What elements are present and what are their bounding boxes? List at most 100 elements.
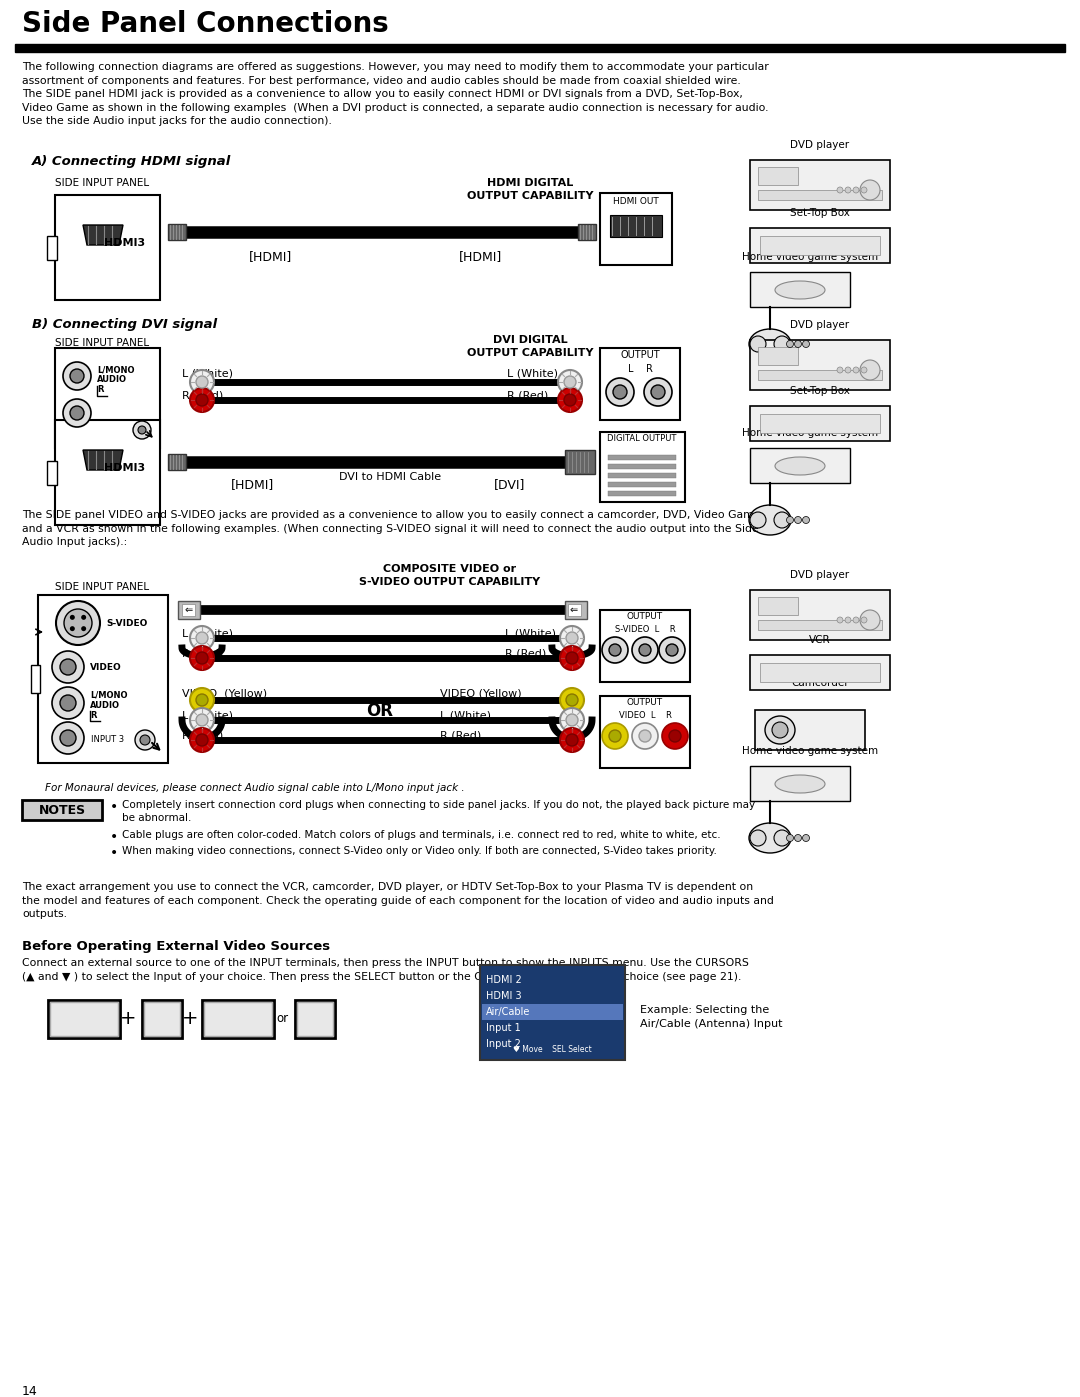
Circle shape bbox=[639, 731, 651, 742]
Text: INPUT 3: INPUT 3 bbox=[107, 426, 140, 434]
Circle shape bbox=[63, 400, 91, 427]
Circle shape bbox=[669, 731, 681, 742]
Circle shape bbox=[558, 388, 582, 412]
Bar bbox=[608, 455, 676, 460]
Text: +: + bbox=[181, 1010, 199, 1028]
Text: ▼: ▼ bbox=[158, 1021, 166, 1035]
Circle shape bbox=[786, 341, 794, 348]
Bar bbox=[758, 370, 882, 380]
Circle shape bbox=[774, 511, 789, 528]
Text: DVI to HDMI Cable: DVI to HDMI Cable bbox=[339, 472, 441, 482]
Text: HDMI 2: HDMI 2 bbox=[486, 975, 522, 985]
Text: Home video game system: Home video game system bbox=[742, 746, 878, 756]
Bar bbox=[600, 610, 690, 682]
Bar bbox=[750, 655, 890, 690]
Text: L    R: L R bbox=[627, 365, 652, 374]
Circle shape bbox=[853, 367, 859, 373]
Text: Completely insert connection cord plugs when connecting to side panel jacks. If : Completely insert connection cord plugs … bbox=[122, 800, 755, 823]
Circle shape bbox=[632, 724, 658, 749]
Text: L (White): L (White) bbox=[183, 367, 233, 379]
Text: INPUT: INPUT bbox=[64, 1013, 105, 1025]
Circle shape bbox=[81, 626, 86, 631]
Circle shape bbox=[70, 626, 75, 631]
Circle shape bbox=[606, 379, 634, 407]
Text: INPUT 3: INPUT 3 bbox=[92, 735, 124, 745]
Text: [HDMI]: [HDMI] bbox=[230, 478, 273, 490]
Circle shape bbox=[133, 420, 151, 439]
Bar bbox=[31, 665, 40, 693]
Bar bbox=[755, 710, 865, 750]
Circle shape bbox=[795, 517, 801, 524]
Bar bbox=[48, 1000, 120, 1038]
Circle shape bbox=[81, 615, 86, 620]
Text: ▶: ▶ bbox=[309, 1011, 321, 1027]
Circle shape bbox=[853, 617, 859, 623]
Bar bbox=[578, 224, 596, 240]
Text: •: • bbox=[110, 847, 118, 861]
Bar bbox=[750, 272, 850, 307]
Circle shape bbox=[60, 659, 76, 675]
Circle shape bbox=[632, 637, 658, 664]
Circle shape bbox=[138, 426, 146, 434]
Circle shape bbox=[609, 731, 621, 742]
Text: AUDIO: AUDIO bbox=[90, 700, 120, 710]
Circle shape bbox=[837, 187, 843, 193]
Circle shape bbox=[566, 631, 578, 644]
Circle shape bbox=[52, 722, 84, 754]
Circle shape bbox=[195, 376, 208, 388]
Text: ▲: ▲ bbox=[158, 1003, 166, 1017]
Text: DVD player: DVD player bbox=[791, 140, 850, 149]
Text: L (White): L (White) bbox=[183, 629, 233, 638]
Circle shape bbox=[644, 379, 672, 407]
Circle shape bbox=[861, 617, 867, 623]
Circle shape bbox=[190, 645, 214, 671]
Polygon shape bbox=[83, 450, 123, 469]
Circle shape bbox=[861, 367, 867, 373]
Circle shape bbox=[750, 830, 766, 847]
Circle shape bbox=[602, 724, 627, 749]
Circle shape bbox=[837, 617, 843, 623]
Bar bbox=[144, 1002, 180, 1037]
Bar bbox=[55, 196, 160, 300]
Bar bbox=[295, 1000, 335, 1038]
Bar bbox=[297, 1002, 333, 1037]
Circle shape bbox=[190, 626, 214, 650]
Ellipse shape bbox=[765, 717, 795, 745]
Ellipse shape bbox=[750, 823, 791, 854]
Text: ♥ Move    SEL Select: ♥ Move SEL Select bbox=[513, 1045, 592, 1053]
Bar bbox=[183, 604, 195, 616]
Text: The exact arrangement you use to connect the VCR, camcorder, DVD player, or HDTV: The exact arrangement you use to connect… bbox=[22, 882, 774, 919]
Text: VIDEO: VIDEO bbox=[90, 662, 122, 672]
Bar bbox=[750, 590, 890, 640]
Circle shape bbox=[860, 610, 880, 630]
Circle shape bbox=[558, 370, 582, 394]
Circle shape bbox=[561, 708, 584, 732]
Text: R (Red): R (Red) bbox=[440, 731, 482, 740]
Text: Camcorder: Camcorder bbox=[792, 678, 849, 687]
Circle shape bbox=[802, 834, 810, 841]
Circle shape bbox=[190, 728, 214, 752]
Text: HDMI3: HDMI3 bbox=[105, 462, 146, 474]
Ellipse shape bbox=[775, 281, 825, 299]
Text: or: or bbox=[275, 1013, 288, 1025]
Text: R (Red): R (Red) bbox=[183, 648, 224, 658]
Bar bbox=[750, 228, 890, 263]
Text: SIDE INPUT PANEL: SIDE INPUT PANEL bbox=[55, 583, 149, 592]
Text: Home video game system: Home video game system bbox=[742, 251, 878, 263]
Circle shape bbox=[566, 694, 578, 705]
Circle shape bbox=[195, 733, 208, 746]
Circle shape bbox=[195, 714, 208, 726]
Text: AUDIO: AUDIO bbox=[97, 376, 127, 384]
Bar bbox=[15, 43, 1065, 52]
Text: NOTES: NOTES bbox=[39, 803, 85, 816]
Text: S-VIDEO: S-VIDEO bbox=[106, 619, 147, 627]
Bar bbox=[758, 620, 882, 630]
Bar bbox=[760, 414, 880, 433]
Text: 14: 14 bbox=[22, 1384, 38, 1397]
Text: A) Connecting HDMI signal: A) Connecting HDMI signal bbox=[32, 155, 231, 168]
Circle shape bbox=[774, 830, 789, 847]
Text: Air/Cable: Air/Cable bbox=[486, 1007, 530, 1017]
Text: R (Red): R (Red) bbox=[183, 731, 224, 740]
Bar bbox=[750, 407, 890, 441]
Circle shape bbox=[613, 386, 627, 400]
